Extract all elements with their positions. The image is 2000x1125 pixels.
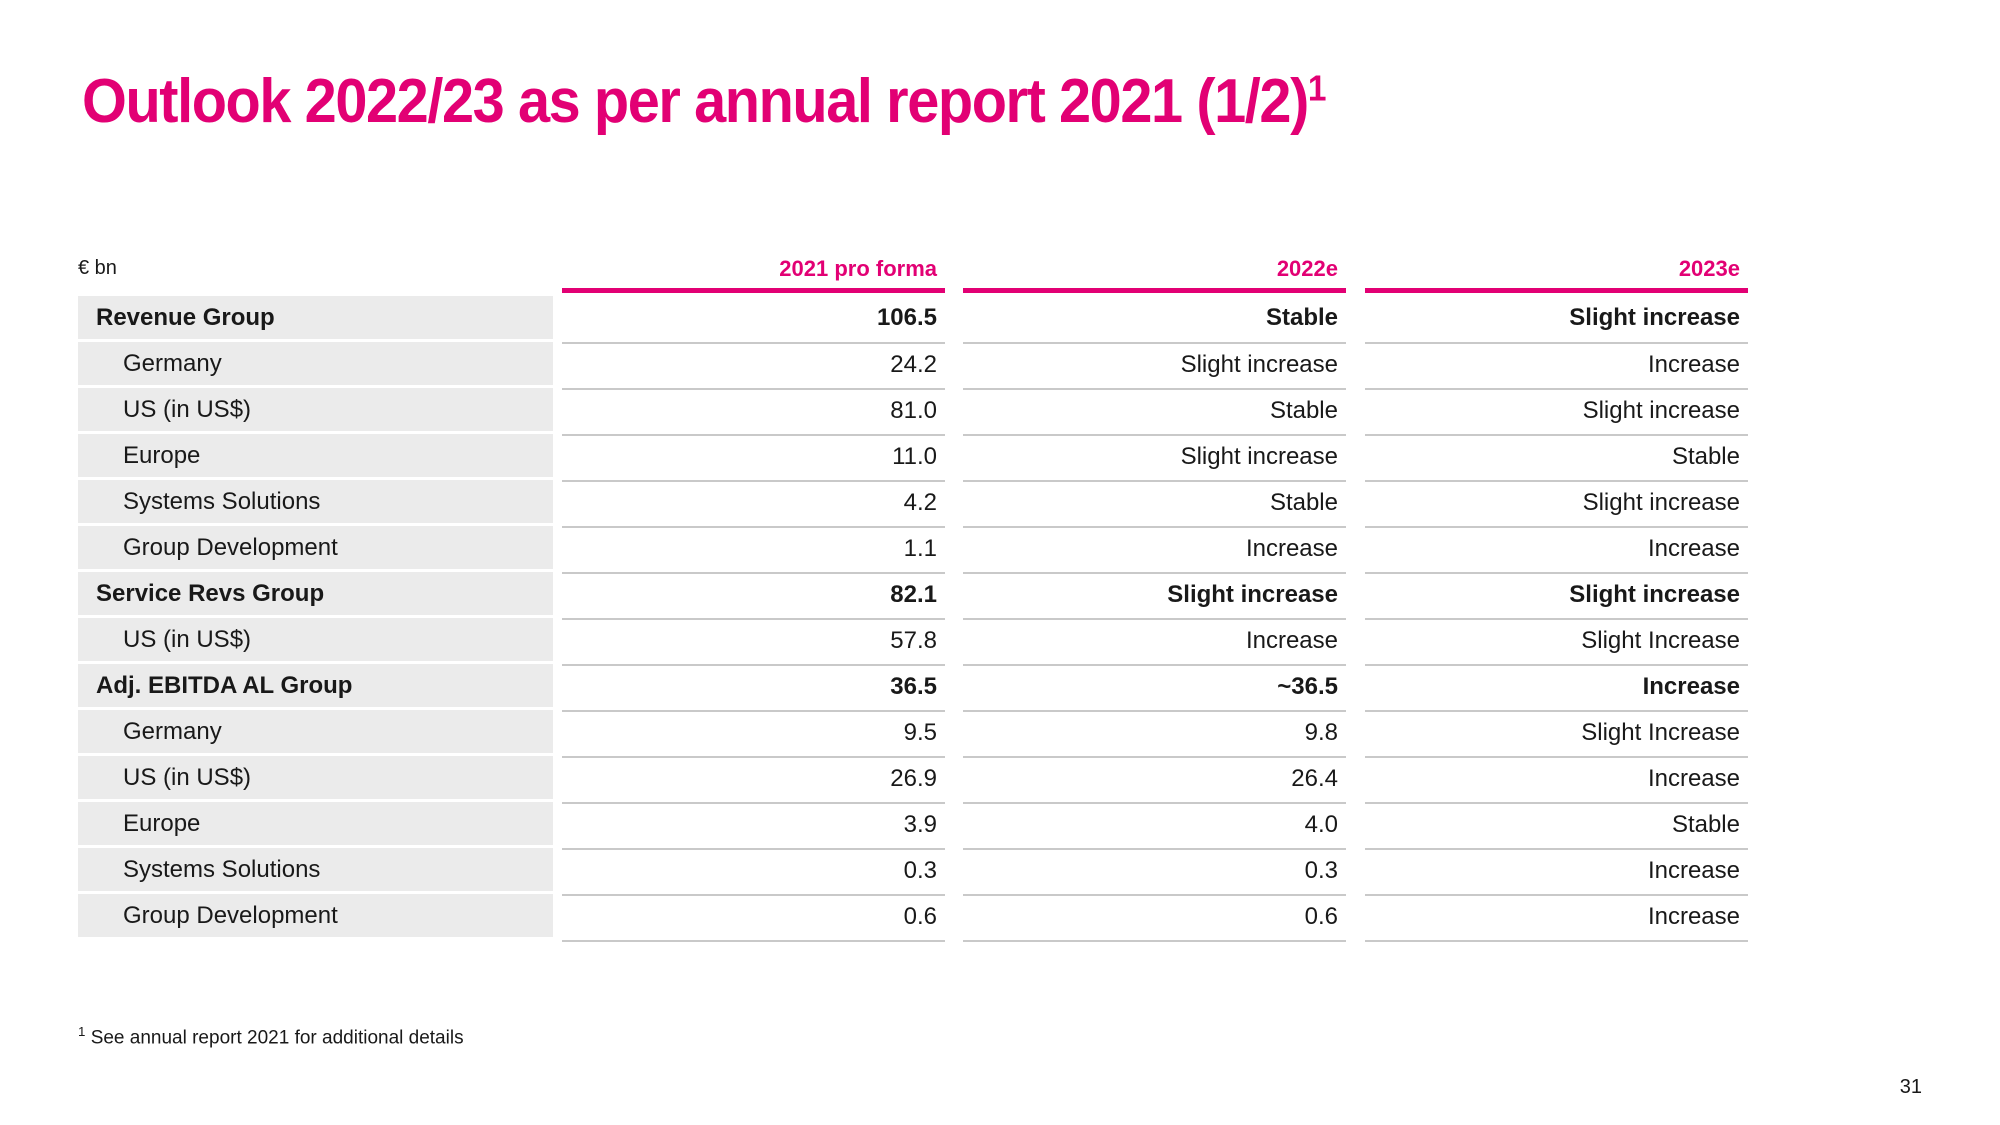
table-row: Germany 24.2 Slight increase Increase — [78, 342, 1826, 385]
table-row: Europe 11.0 Slight increase Stable — [78, 434, 1826, 477]
row-value-2021-pro-forma: 0.3 — [562, 848, 945, 891]
table-row: Adj. EBITDA AL Group 36.5 ~36.5 Increase — [78, 664, 1826, 707]
table-row: Germany 9.5 9.8 Slight Increase — [78, 710, 1826, 753]
row-value-2022e: Increase — [963, 526, 1346, 569]
row-label: Service Revs Group — [78, 572, 553, 615]
row-value-2023e: Slight increase — [1365, 388, 1748, 431]
row-value-2021-pro-forma: 11.0 — [562, 434, 945, 477]
row-value-2021-pro-forma: 36.5 — [562, 664, 945, 707]
row-value-2021-pro-forma: 81.0 — [562, 388, 945, 431]
row-label: Germany — [78, 710, 553, 753]
table-row: US (in US$) 26.9 26.4 Increase — [78, 756, 1826, 799]
row-value-2023e: Slight increase — [1365, 572, 1748, 615]
row-label: Systems Solutions — [78, 848, 553, 891]
row-value-2021-pro-forma: 26.9 — [562, 756, 945, 799]
row-label: US (in US$) — [78, 618, 553, 661]
table-row: Revenue Group 106.5 Stable Slight increase — [78, 296, 1826, 339]
outlook-table: € bn 2021 pro forma 2022e 2023e Revenue … — [78, 246, 1826, 942]
row-value-2021-pro-forma: 106.5 — [562, 296, 945, 339]
row-label: Germany — [78, 342, 553, 385]
row-value-2022e: Slight increase — [963, 342, 1346, 385]
row-label: Europe — [78, 802, 553, 845]
row-value-2021-pro-forma: 9.5 — [562, 710, 945, 753]
table-row: Systems Solutions 4.2 Stable Slight increas… — [78, 480, 1826, 523]
row-value-2022e: 9.8 — [963, 710, 1346, 753]
row-label: Systems Solutions — [78, 480, 553, 523]
table-row: Group Development 1.1 Increase Increase — [78, 526, 1826, 569]
row-value-2022e: 26.4 — [963, 756, 1346, 799]
row-value-2023e: Increase — [1365, 848, 1748, 891]
row-value-2023e: Slight Increase — [1365, 710, 1748, 753]
table-bottom-rule-col3 — [1365, 940, 1748, 942]
row-label: Adj. EBITDA AL Group — [78, 664, 553, 707]
footnote-text: See annual report 2021 for additional de… — [90, 1027, 464, 1049]
row-value-2022e: Stable — [963, 388, 1346, 431]
page-title: Outlook 2022/23 as per annual report 202… — [82, 66, 1327, 137]
column-header-2022e: 2022e — [963, 256, 1346, 293]
row-value-2023e: Increase — [1365, 756, 1748, 799]
row-value-2021-pro-forma: 1.1 — [562, 526, 945, 569]
page-title-superscript: 1 — [1307, 67, 1327, 109]
unit-label: € bn — [78, 257, 117, 279]
table-row: Europe 3.9 4.0 Stable — [78, 802, 1826, 845]
row-label: Europe — [78, 434, 553, 477]
table-body: Revenue Group 106.5 Stable Slight increase G… — [78, 296, 1826, 937]
row-label: US (in US$) — [78, 756, 553, 799]
row-label: Revenue Group — [78, 296, 553, 339]
table-row: Group Development 0.6 0.6 Increase — [78, 894, 1826, 937]
row-value-2022e: 0.6 — [963, 894, 1346, 937]
column-header-2021-pro-forma: 2021 pro forma — [562, 256, 945, 293]
row-value-2022e: 4.0 — [963, 802, 1346, 845]
table-bottom-rule-col2 — [963, 940, 1346, 942]
row-value-2022e: 0.3 — [963, 848, 1346, 891]
row-value-2023e: Stable — [1365, 802, 1748, 845]
table-row: Service Revs Group 82.1 Slight increase Sli… — [78, 572, 1826, 615]
row-value-2023e: Increase — [1365, 526, 1748, 569]
row-value-2023e: Stable — [1365, 434, 1748, 477]
row-value-2023e: Slight increase — [1365, 480, 1748, 523]
row-value-2023e: Increase — [1365, 342, 1748, 385]
page-number: 31 — [1899, 1076, 1922, 1098]
row-value-2021-pro-forma: 24.2 — [562, 342, 945, 385]
row-value-2021-pro-forma: 82.1 — [562, 572, 945, 615]
table-row: Systems Solutions 0.3 0.3 Increase — [78, 848, 1826, 891]
row-value-2023e: Increase — [1365, 664, 1748, 707]
row-value-2022e: Stable — [963, 480, 1346, 523]
row-value-2021-pro-forma: 4.2 — [562, 480, 945, 523]
table-bottom-rule-spacer — [78, 940, 553, 942]
row-value-2022e: Increase — [963, 618, 1346, 661]
row-value-2023e: Slight Increase — [1365, 618, 1748, 661]
row-value-2022e: Stable — [963, 296, 1346, 339]
table-bottom-rule — [78, 940, 1826, 942]
row-value-2023e: Slight increase — [1365, 296, 1748, 339]
row-label: US (in US$) — [78, 388, 553, 431]
row-value-2022e: Slight increase — [963, 434, 1346, 477]
row-label: Group Development — [78, 894, 553, 937]
row-label: Group Development — [78, 526, 553, 569]
table-row: US (in US$) 81.0 Stable Slight increase — [78, 388, 1826, 431]
row-value-2021-pro-forma: 0.6 — [562, 894, 945, 937]
row-value-2022e: Slight increase — [963, 572, 1346, 615]
page-title-text: Outlook 2022/23 as per annual report 202… — [82, 67, 1309, 136]
row-value-2022e: ~36.5 — [963, 664, 1346, 707]
footnote: 1 See annual report 2021 for additional … — [78, 1024, 464, 1049]
table-header-row: € bn 2021 pro forma 2022e 2023e — [78, 246, 1826, 293]
table-bottom-rule-col1 — [562, 940, 945, 942]
footnote-superscript: 1 — [78, 1024, 86, 1039]
table-row: US (in US$) 57.8 Increase Slight Increase — [78, 618, 1826, 661]
column-header-2023e: 2023e — [1365, 256, 1748, 293]
row-value-2021-pro-forma: 57.8 — [562, 618, 945, 661]
row-value-2021-pro-forma: 3.9 — [562, 802, 945, 845]
row-value-2023e: Increase — [1365, 894, 1748, 937]
